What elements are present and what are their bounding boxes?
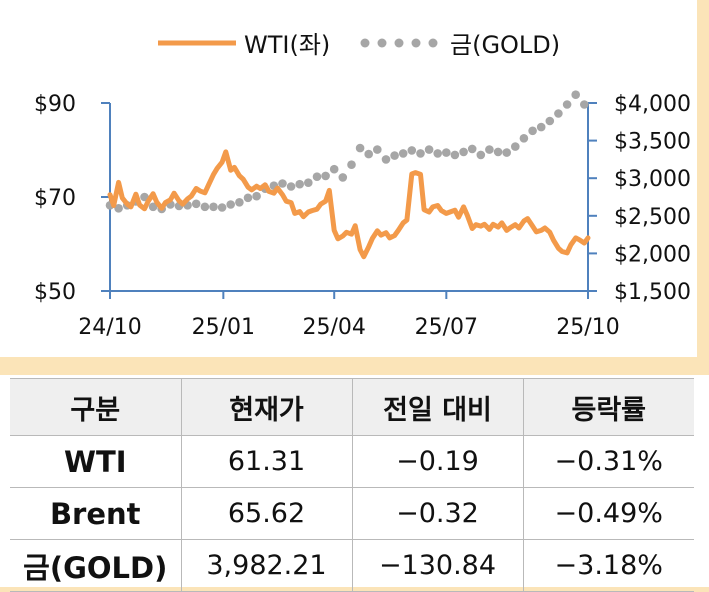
gold-point	[191, 199, 201, 209]
cell-current-price: 65.62	[180, 487, 353, 540]
legend-gold-dot	[360, 38, 370, 48]
x-tick-label: 24/10	[78, 315, 141, 340]
gold-point	[286, 182, 296, 191]
gold-point	[476, 150, 486, 160]
legend-gold-dot	[428, 38, 438, 48]
gold-point	[485, 145, 494, 154]
cell-change-rate: −0.49%	[522, 487, 694, 540]
wti-line	[107, 149, 591, 260]
gold-point	[148, 202, 158, 212]
gold-point	[562, 100, 572, 109]
gold-point	[528, 126, 537, 136]
x-tick-label: 25/04	[303, 315, 366, 340]
legend-wti-label: WTI(좌)	[244, 31, 330, 59]
gold-point	[554, 109, 563, 118]
right-tick-label: $3,000	[614, 167, 691, 192]
gold-point	[338, 173, 348, 182]
gold-point	[226, 200, 235, 209]
cell-day-change: −0.32	[351, 487, 524, 540]
right-tick-label: $1,500	[614, 280, 691, 305]
gold-point	[252, 191, 261, 201]
table-row: Brent 65.62 −0.32 −0.49%	[10, 487, 694, 540]
gold-point	[278, 179, 287, 188]
gold-point	[373, 145, 382, 154]
gold-point	[347, 160, 356, 169]
gold-point	[329, 164, 339, 174]
gold-point	[467, 144, 477, 154]
gold-point	[450, 150, 460, 160]
gold-point	[493, 147, 503, 157]
row-label: Brent	[10, 487, 182, 540]
right-tick-label: $3,500	[614, 130, 691, 155]
gold-point	[502, 148, 512, 157]
header-day-change: 전일 대비	[351, 378, 524, 436]
header-change-rate: 등락률	[522, 378, 694, 436]
gold-point	[355, 143, 365, 153]
left-tick-label: $50	[34, 280, 76, 305]
chart-panel: WTI(좌) 금(GOLD) $90 $70 $50 $4,000 $3,500 $3,…	[0, 0, 697, 357]
table-header-row: 구분 현재가 전일 대비 등락률	[10, 378, 694, 436]
cell-change-rate: −3.18%	[522, 539, 694, 592]
cell-change-rate: −0.31%	[522, 435, 694, 488]
right-axis-ticks: $4,000 $3,500 $3,000 $2,500 $2,000 $1,500	[588, 92, 691, 305]
gold-point	[459, 147, 468, 157]
gold-point	[511, 142, 520, 151]
table-panel: 구분 현재가 전일 대비 등락률 WTI 61.31 −0.19 −0.31% …	[0, 375, 709, 592]
chart: WTI(좌) 금(GOLD) $90 $70 $50 $4,000 $3,500 $3,…	[34, 31, 691, 340]
gold-point	[433, 149, 443, 158]
gold-point	[200, 202, 210, 212]
gold-point	[321, 171, 330, 181]
gold-point	[235, 198, 244, 207]
cell-day-change: −130.84	[351, 539, 524, 592]
legend-gold-dot	[377, 38, 387, 48]
legend: WTI(좌) 금(GOLD)	[158, 31, 560, 59]
gold-point	[209, 202, 218, 212]
right-tick-label: $4,000	[614, 92, 691, 117]
x-tick-label: 25/10	[556, 315, 619, 340]
legend-gold-swatch	[360, 38, 438, 48]
gold-point	[545, 116, 555, 126]
gold-point	[217, 203, 227, 212]
gold-point	[536, 122, 546, 132]
x-tick-label: 25/01	[192, 315, 255, 340]
left-tick-label: $90	[34, 92, 76, 117]
right-tick-label: $2,500	[614, 205, 691, 230]
gold-point	[407, 146, 417, 155]
gold-point	[398, 149, 408, 158]
table-row: 금(GOLD) 3,982.21 −130.84 −3.18%	[10, 539, 694, 592]
gold-point	[381, 155, 391, 164]
right-tick-label: $2,000	[614, 242, 691, 267]
header-category: 구분	[10, 378, 182, 436]
cell-current-price: 61.31	[180, 435, 353, 488]
left-tick-label: $70	[34, 186, 76, 211]
row-label: 금(GOLD)	[10, 539, 182, 592]
legend-gold-dot	[411, 38, 421, 48]
price-table: 구분 현재가 전일 대비 등락률 WTI 61.31 −0.19 −0.31% …	[10, 378, 694, 592]
left-axis-ticks: $90 $70 $50	[34, 92, 110, 305]
header-current-price: 현재가	[180, 378, 353, 436]
gold-point	[243, 193, 253, 203]
legend-gold-dot	[394, 38, 404, 48]
gold-point	[304, 178, 313, 187]
gold-point	[442, 148, 451, 157]
wti-series	[107, 149, 591, 260]
gold-point	[580, 100, 589, 109]
gold-point	[295, 179, 305, 189]
gold-point	[364, 149, 374, 159]
gold-point	[416, 149, 425, 158]
gold-point	[424, 145, 434, 154]
gold-point	[114, 204, 123, 213]
gold-point	[312, 172, 322, 181]
row-label: WTI	[10, 435, 182, 488]
gold-point	[519, 134, 529, 143]
gold-point	[390, 151, 399, 160]
legend-gold-label: 금(GOLD)	[450, 31, 560, 59]
cell-current-price: 3,982.21	[180, 539, 353, 592]
table-row: WTI 61.31 −0.19 −0.31%	[10, 435, 694, 488]
gold-point	[571, 90, 580, 99]
x-axis-ticks: 24/10 25/01 25/04 25/07 25/10	[78, 291, 620, 340]
x-tick-label: 25/07	[415, 315, 478, 340]
cell-day-change: −0.19	[351, 435, 524, 488]
